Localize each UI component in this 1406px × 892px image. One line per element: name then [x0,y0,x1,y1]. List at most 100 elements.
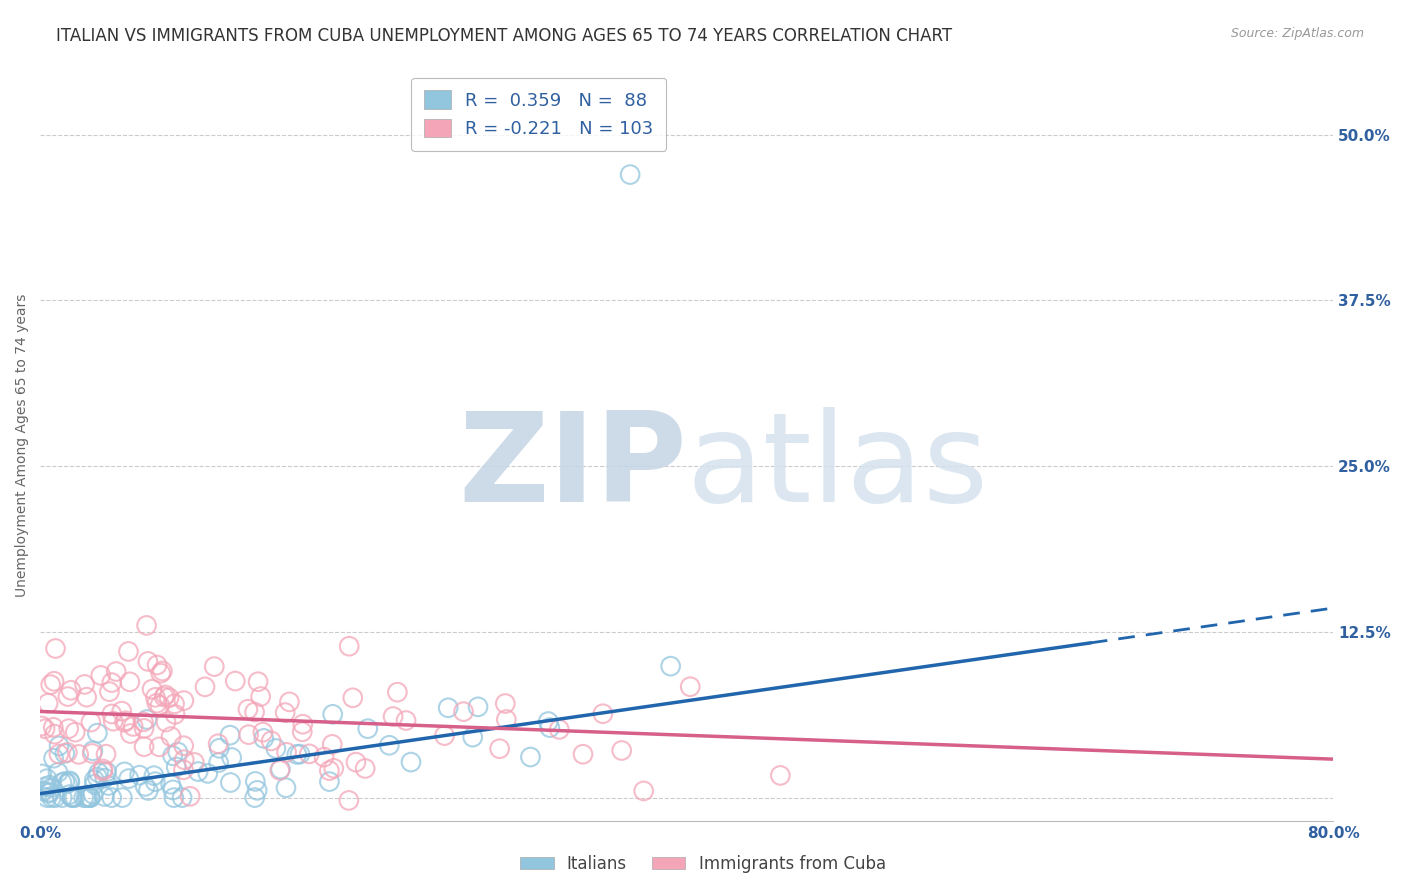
Point [243,705,266,719]
Point [32,784,55,798]
Point [378,739,401,753]
Point [537,714,560,729]
Point [298,747,321,761]
Point [162,748,184,763]
Point [288,747,311,761]
Point [155,714,177,729]
Point [132,739,155,754]
Point [51,775,73,789]
Point [291,717,314,731]
Point [659,659,682,673]
Point [44,790,66,805]
Point [146,658,169,673]
Point [41,790,63,805]
Point [96,764,118,779]
Point [73,790,96,805]
Point [224,674,246,689]
Point [278,695,301,709]
Point [437,700,460,714]
Point [76,690,98,705]
Legend: Italians, Immigrants from Cuba: Italians, Immigrants from Cuba [513,848,893,880]
Point [548,723,571,737]
Point [35,790,58,805]
Point [149,698,172,713]
Point [91,764,114,778]
Point [39,780,62,795]
Point [187,764,209,779]
Point [53,774,76,789]
Point [82,744,104,758]
Point [354,762,377,776]
Text: Source: ZipAtlas.com: Source: ZipAtlas.com [1230,27,1364,40]
Point [132,722,155,736]
Point [38,778,60,792]
Point [172,763,194,777]
Point [91,762,114,776]
Point [42,751,65,765]
Point [35,772,58,786]
Point [42,674,65,689]
Point [111,790,134,805]
Point [44,727,66,741]
Point [519,750,541,764]
Point [58,722,80,736]
Point [103,714,125,728]
Text: atlas: atlas [686,407,988,528]
Point [59,775,82,789]
Point [157,690,180,705]
Point [31,767,53,781]
Point [114,764,136,779]
Point [173,693,195,707]
Point [221,750,243,764]
Point [82,747,104,761]
Point [63,725,86,739]
Point [344,755,367,769]
Point [146,696,169,710]
Point [118,674,141,689]
Point [117,644,139,658]
Point [495,713,517,727]
Point [56,690,79,704]
Point [44,641,66,656]
Point [90,668,112,682]
Point [37,696,59,710]
Point [77,790,100,805]
Point [105,665,128,679]
Point [141,682,163,697]
Point [98,684,121,698]
Point [135,618,157,632]
Point [83,772,105,787]
Point [312,750,335,764]
Point [122,719,145,733]
Point [80,714,103,729]
Point [592,706,614,721]
Point [132,714,155,729]
Point [461,730,484,744]
Point [31,719,53,733]
Point [111,704,134,718]
Point [46,765,69,780]
Point [318,774,340,789]
Point [79,790,101,805]
Point [260,734,283,748]
Text: ITALIAN VS IMMIGRANTS FROM CUBA UNEMPLOYMENT AMONG AGES 65 TO 74 YEARS CORRELATI: ITALIAN VS IMMIGRANTS FROM CUBA UNEMPLOY… [56,27,952,45]
Point [153,690,176,704]
Point [197,766,219,780]
Point [163,697,186,711]
Point [173,753,195,767]
Point [114,714,136,728]
Y-axis label: Unemployment Among Ages 65 to 74 years: Unemployment Among Ages 65 to 74 years [15,293,30,597]
Point [399,755,422,769]
Point [135,713,157,727]
Point [207,756,229,770]
Point [34,722,56,736]
Point [264,741,287,756]
Point [382,709,405,723]
Legend: R =  0.359   N =  88, R = -0.221   N = 103: R = 0.359 N = 88, R = -0.221 N = 103 [411,78,666,151]
Point [269,764,291,778]
Point [134,780,156,794]
Point [152,664,174,678]
Point [63,790,86,805]
Point [75,790,97,805]
Point [94,747,117,762]
